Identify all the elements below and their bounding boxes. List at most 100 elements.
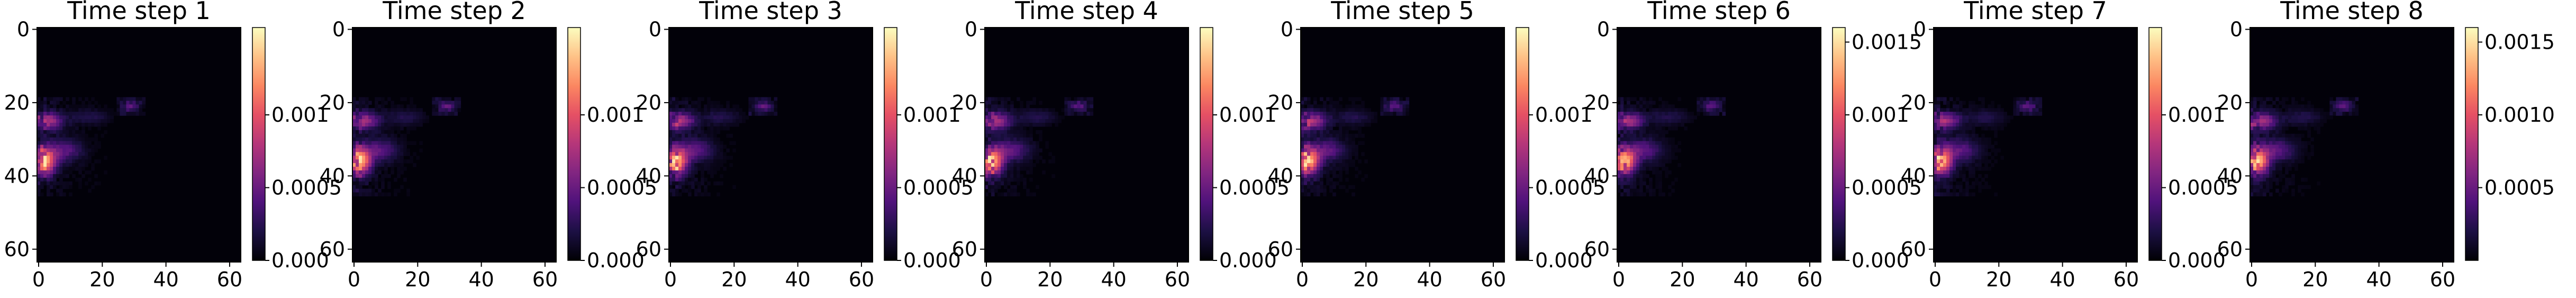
heatmap-cell bbox=[1677, 148, 1681, 152]
heatmap-cell bbox=[1972, 137, 1975, 142]
heatmap-cell bbox=[2342, 104, 2346, 109]
heatmap-cell bbox=[1937, 188, 1940, 193]
heatmap-cell bbox=[1036, 159, 1039, 164]
heatmap-cell bbox=[394, 192, 397, 196]
heatmap-cell bbox=[116, 104, 121, 109]
heatmap-cell bbox=[1943, 101, 1947, 105]
heatmap-cell bbox=[365, 145, 369, 149]
heatmap-cell bbox=[682, 141, 685, 146]
heatmap-cell bbox=[387, 141, 391, 146]
heatmap-cell bbox=[1934, 192, 1937, 196]
heatmap-cell bbox=[1393, 101, 1397, 105]
heatmap-cell bbox=[2336, 108, 2340, 112]
heatmap-cell bbox=[707, 126, 711, 131]
heatmap-cell bbox=[1975, 145, 1979, 149]
heatmap-cell bbox=[1617, 188, 1621, 193]
heatmap-cell bbox=[2291, 115, 2295, 120]
heatmap-cell bbox=[362, 112, 366, 116]
heatmap-cell bbox=[1329, 101, 1333, 105]
heatmap-cell bbox=[748, 101, 752, 105]
heatmap-cell bbox=[713, 133, 717, 138]
heatmap-cell bbox=[688, 126, 692, 131]
heatmap-cell bbox=[1937, 174, 1940, 178]
heatmap-cell bbox=[1007, 145, 1011, 149]
heatmap-cell bbox=[1988, 141, 1991, 146]
heatmap-cell bbox=[445, 112, 449, 116]
heatmap-cell bbox=[413, 108, 416, 112]
heatmap-cell bbox=[1352, 141, 1355, 146]
heatmap-cell bbox=[2310, 145, 2314, 149]
heatmap-cell bbox=[669, 104, 673, 109]
heatmap-cell bbox=[123, 101, 127, 105]
heatmap-cell bbox=[678, 167, 682, 171]
heatmap-cell bbox=[2314, 119, 2317, 123]
heatmap-cell bbox=[356, 126, 359, 131]
heatmap-cell bbox=[1934, 167, 1937, 171]
heatmap-cell bbox=[1029, 167, 1033, 171]
heatmap-cell bbox=[994, 156, 998, 160]
heatmap-cell bbox=[1307, 141, 1311, 146]
heatmap-cell bbox=[85, 141, 88, 146]
heatmap-cell bbox=[1639, 97, 1643, 102]
heatmap-cell bbox=[1313, 148, 1317, 152]
heatmap-cell bbox=[1934, 104, 1937, 109]
heatmap-cell bbox=[1304, 192, 1308, 196]
heatmap-cell bbox=[1020, 141, 1023, 146]
heatmap-cell bbox=[1001, 163, 1004, 167]
heatmap-cell bbox=[365, 104, 369, 109]
heatmap-cell bbox=[1310, 181, 1314, 186]
heatmap-cell bbox=[2279, 133, 2282, 138]
heatmap-cell bbox=[1396, 104, 1400, 109]
heatmap-cell bbox=[66, 97, 69, 102]
x-tick-label: 0 bbox=[1929, 268, 1942, 291]
colorbar bbox=[1516, 27, 1529, 261]
heatmap-cell bbox=[707, 130, 711, 134]
heatmap-cell bbox=[1013, 141, 1017, 146]
heatmap-cell bbox=[378, 112, 382, 116]
heatmap-cell bbox=[1984, 119, 1988, 123]
heatmap-cell bbox=[672, 119, 676, 123]
heatmap-cell bbox=[1677, 97, 1681, 102]
heatmap-cell bbox=[2263, 119, 2266, 123]
heatmap-cell bbox=[1658, 141, 1662, 146]
heatmap-cell bbox=[1023, 122, 1027, 127]
heatmap-cell bbox=[69, 108, 72, 112]
heatmap-cell bbox=[1358, 112, 1362, 116]
heatmap-cell bbox=[394, 156, 397, 160]
heatmap-cell bbox=[448, 108, 452, 112]
heatmap-cell bbox=[59, 156, 63, 160]
heatmap-cell bbox=[2288, 181, 2292, 186]
heatmap-cell bbox=[701, 163, 704, 167]
heatmap-cell bbox=[387, 152, 391, 156]
heatmap-cell bbox=[1310, 188, 1314, 193]
heatmap-cell bbox=[1953, 185, 1956, 189]
heatmap-cell bbox=[736, 112, 739, 116]
heatmap-cell bbox=[59, 145, 63, 149]
heatmap-cell bbox=[116, 108, 121, 112]
heatmap-cell bbox=[403, 115, 407, 120]
heatmap-cell bbox=[368, 192, 372, 196]
heatmap-cell bbox=[691, 152, 695, 156]
heatmap-cell bbox=[682, 133, 685, 138]
heatmap-cell bbox=[1026, 141, 1030, 146]
heatmap-cell bbox=[88, 126, 92, 131]
heatmap-cell bbox=[1943, 133, 1947, 138]
heatmap-cell bbox=[1630, 97, 1634, 102]
heatmap-cell bbox=[1937, 159, 1940, 164]
heatmap-cell bbox=[1627, 141, 1630, 146]
heatmap-cell bbox=[1668, 159, 1672, 164]
heatmap-cell bbox=[1984, 108, 1988, 112]
heatmap-cell bbox=[1023, 108, 1027, 112]
heatmap-cell bbox=[2314, 112, 2317, 116]
heatmap-cell bbox=[2323, 119, 2327, 123]
heatmap-cell bbox=[2307, 104, 2311, 109]
heatmap-cell bbox=[1662, 163, 1665, 167]
heatmap-cell bbox=[1643, 152, 1646, 156]
heatmap-cell bbox=[1017, 130, 1020, 134]
heatmap-cell bbox=[69, 145, 72, 149]
heatmap-cell bbox=[1969, 156, 1972, 160]
heatmap-cell bbox=[37, 115, 41, 120]
heatmap-cell bbox=[2275, 122, 2279, 127]
heatmap-cell bbox=[991, 167, 995, 171]
heatmap-cell bbox=[441, 101, 446, 105]
